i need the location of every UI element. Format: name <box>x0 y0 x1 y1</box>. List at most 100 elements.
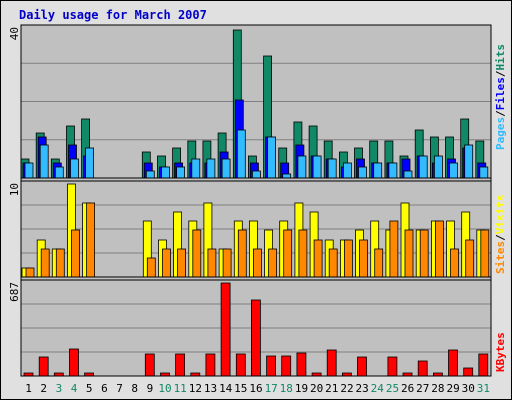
day-label-15: 15 <box>234 382 247 395</box>
day-label-25: 25 <box>386 382 399 395</box>
day-label-21: 21 <box>325 382 338 395</box>
bar-kbytes-day-9 <box>144 353 155 377</box>
bar-visits-day-21 <box>328 248 338 278</box>
kbytes-max-label: 687 <box>8 282 21 302</box>
day-label-8: 8 <box>131 382 138 395</box>
day-label-17: 17 <box>265 382 278 395</box>
kbytes-legend: KBytes <box>494 332 507 372</box>
bar-visits-day-3 <box>55 248 65 278</box>
bar-kbytes-day-2 <box>38 356 49 377</box>
legend-part: / <box>494 234 507 241</box>
day-label-1: 1 <box>25 382 32 395</box>
bar-visits-day-17 <box>268 248 278 278</box>
day-label-13: 13 <box>204 382 217 395</box>
day-label-5: 5 <box>86 382 93 395</box>
bar-kbytes-day-4 <box>69 348 79 377</box>
bar-kbytes-day-23 <box>357 356 367 377</box>
bar-visits-day-14 <box>222 248 232 278</box>
kbytes-panel-border <box>20 279 492 377</box>
bar-kbytes-day-27 <box>417 360 428 377</box>
bar-pages-day-17 <box>267 136 277 179</box>
bar-visits-day-18 <box>283 229 293 278</box>
visits-sites-panel-border <box>20 180 492 278</box>
bar-pages-day-14 <box>221 158 231 179</box>
bar-pages-day-2 <box>39 144 49 179</box>
bar-kbytes-day-13 <box>205 353 216 377</box>
bar-pages-day-16 <box>251 170 261 179</box>
bar-pages-day-12 <box>191 158 201 179</box>
bar-pages-day-1 <box>24 162 34 179</box>
legend-part: Sites <box>494 241 507 274</box>
day-label-18: 18 <box>280 382 293 395</box>
bar-pages-day-20 <box>312 155 322 179</box>
day-label-23: 23 <box>355 382 368 395</box>
bar-visits-day-23 <box>359 239 368 278</box>
legend-part: Files <box>494 77 507 110</box>
day-label-26: 26 <box>401 382 414 395</box>
day-label-6: 6 <box>101 382 108 395</box>
bar-pages-day-29 <box>449 162 458 179</box>
legend-part: Visits <box>494 195 507 235</box>
bar-pages-day-28 <box>433 155 443 179</box>
bar-kbytes-day-19 <box>296 352 307 377</box>
bar-kbytes-day-29 <box>448 349 458 377</box>
bar-pages-day-4 <box>70 158 79 179</box>
day-label-30: 30 <box>462 382 475 395</box>
bar-visits-day-27 <box>419 229 429 278</box>
day-label-4: 4 <box>71 382 78 395</box>
hits-files-pages-max-label: 40 <box>8 27 21 40</box>
bar-visits-day-15 <box>237 229 247 278</box>
bar-pages-day-25 <box>388 162 398 179</box>
bar-visits-day-13 <box>207 248 217 278</box>
day-label-9: 9 <box>147 382 154 395</box>
day-label-27: 27 <box>416 382 429 395</box>
hits-files-pages-legend: Pages/Files/Hits <box>494 44 507 150</box>
day-label-19: 19 <box>295 382 308 395</box>
bar-pages-day-10 <box>161 166 170 179</box>
bar-visits-day-19 <box>298 229 308 278</box>
day-label-22: 22 <box>340 382 353 395</box>
day-label-29: 29 <box>446 382 459 395</box>
legend-part: / <box>494 110 507 117</box>
visits-sites-panel: 10 Sites/Visits <box>8 180 507 278</box>
bar-visits-day-11 <box>177 248 187 278</box>
bar-kbytes-day-14 <box>220 282 231 377</box>
bar-pages-day-5 <box>85 147 94 179</box>
legend-part: / <box>494 70 507 77</box>
bar-kbytes-day-18 <box>281 355 292 377</box>
day-label-31: 31 <box>477 382 490 395</box>
legend-part: Pages <box>494 117 507 150</box>
day-label-2: 2 <box>40 382 47 395</box>
bar-pages-day-3 <box>54 166 64 179</box>
bar-pages-day-21 <box>327 158 337 179</box>
day-label-7: 7 <box>116 382 123 395</box>
bar-visits-day-4 <box>71 229 80 278</box>
bar-visits-day-16 <box>252 248 262 278</box>
bar-visits-day-31 <box>480 229 490 278</box>
bar-kbytes-day-25 <box>387 356 398 377</box>
bar-visits-day-29 <box>450 248 459 278</box>
bar-visits-day-1 <box>25 267 35 278</box>
day-label-28: 28 <box>431 382 444 395</box>
chart-title: Daily usage for March 2007 <box>19 8 207 22</box>
bar-visits-day-9 <box>146 257 156 278</box>
day-label-24: 24 <box>371 382 385 395</box>
bar-kbytes-day-15 <box>235 353 246 377</box>
bar-pages-day-13 <box>206 158 216 179</box>
day-label-14: 14 <box>219 382 233 395</box>
bar-pages-day-26 <box>403 170 413 179</box>
bar-kbytes-day-21 <box>326 349 337 377</box>
bar-visits-day-10 <box>162 248 171 278</box>
legend-part: KBytes <box>494 332 507 372</box>
bar-pages-day-15 <box>236 129 246 179</box>
bar-pages-day-9 <box>145 170 155 179</box>
bar-visits-day-12 <box>192 229 202 278</box>
bar-kbytes-day-16 <box>250 299 261 377</box>
bar-visits-day-2 <box>40 248 50 278</box>
day-label-20: 20 <box>310 382 323 395</box>
kbytes-panel: 687 KBytes <box>8 279 507 377</box>
bar-pages-day-30 <box>464 144 474 179</box>
bar-visits-day-25 <box>389 220 399 278</box>
bar-pages-day-23 <box>358 166 367 179</box>
